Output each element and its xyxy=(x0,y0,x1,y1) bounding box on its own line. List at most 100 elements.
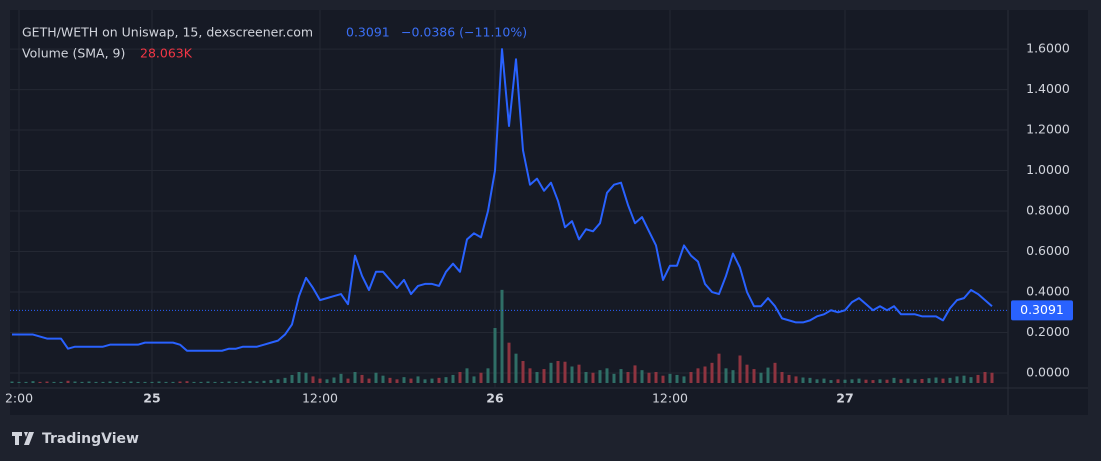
y-tick-label: 0.8000 xyxy=(1026,203,1070,218)
volume-bar xyxy=(465,368,469,383)
volume-bar xyxy=(633,365,637,383)
volume-bar xyxy=(122,381,126,383)
volume-bar xyxy=(318,378,322,383)
volume-bar xyxy=(976,374,980,383)
volume-bar xyxy=(780,372,784,383)
last-price: 0.3091 xyxy=(346,25,390,40)
volume-bar xyxy=(962,375,966,383)
volume-bar xyxy=(143,381,147,383)
volume-bar xyxy=(892,377,896,383)
x-tick-label: 27 xyxy=(836,391,853,406)
volume-bar xyxy=(325,379,329,383)
volume-bar xyxy=(283,377,287,383)
volume-bar xyxy=(304,372,308,383)
volume-bar xyxy=(556,361,560,383)
plot xyxy=(10,10,1008,388)
volume-bar xyxy=(941,378,945,383)
volume-bar xyxy=(45,381,49,383)
volume-bar xyxy=(605,368,609,383)
volume-bar xyxy=(115,381,119,383)
volume-bar xyxy=(724,368,728,383)
volume-bar xyxy=(577,364,581,383)
volume-bar xyxy=(990,372,994,383)
volume-bar xyxy=(416,376,420,383)
volume-bar xyxy=(689,372,693,383)
volume-bar xyxy=(822,378,826,383)
volume-bar xyxy=(234,381,238,383)
volume-bar xyxy=(850,379,854,383)
x-tick-label: 26 xyxy=(486,391,504,406)
volume-bar xyxy=(661,375,665,383)
y-tick-label: 1.6000 xyxy=(1026,41,1070,56)
volume-bar xyxy=(185,381,189,383)
volume-bar xyxy=(934,377,938,383)
volume-bar xyxy=(787,374,791,383)
y-tick-label: 0.0000 xyxy=(1026,365,1070,380)
volume-bar xyxy=(696,368,700,383)
volume-bar xyxy=(227,381,231,383)
volume-bar xyxy=(493,328,497,383)
volume-bar xyxy=(80,381,84,383)
volume-bar xyxy=(220,381,224,383)
volume-bar xyxy=(752,369,756,383)
chart-title: GETH/WETH on Uniswap, 15, dexscreener.co… xyxy=(22,25,313,40)
x-tick-label: 25 xyxy=(143,391,160,406)
volume-bar xyxy=(136,381,140,383)
volume-bar xyxy=(164,381,168,383)
volume-bar xyxy=(458,372,462,383)
volume-bar xyxy=(710,362,714,383)
volume-sma: 28.063K xyxy=(140,46,193,61)
volume-bar xyxy=(759,372,763,383)
volume-bar xyxy=(542,369,546,383)
volume-bar xyxy=(17,381,21,383)
volume-bar xyxy=(178,381,182,383)
volume-bar xyxy=(451,374,455,383)
volume-bar xyxy=(255,381,259,383)
volume-bar xyxy=(521,361,525,383)
volume-bar xyxy=(955,376,959,383)
legend: GETH/WETH on Uniswap, 15, dexscreener.co… xyxy=(22,25,527,61)
volume-bar xyxy=(290,374,294,383)
volume-bar xyxy=(87,381,91,383)
volume-bar xyxy=(535,372,539,383)
volume-bar xyxy=(500,289,504,383)
y-tick-label: 0.2000 xyxy=(1026,324,1070,339)
y-tick-label: 0.6000 xyxy=(1026,243,1070,258)
volume-bar xyxy=(374,372,378,383)
brand-logo: TradingView xyxy=(12,431,139,447)
volume-bar xyxy=(745,364,749,383)
volume-bar xyxy=(913,379,917,383)
volume-bar xyxy=(395,379,399,383)
volume-bar xyxy=(878,379,882,383)
volume-bar xyxy=(871,380,875,383)
y-tick-label: 0.4000 xyxy=(1026,284,1070,299)
x-tick-label: 12:00 xyxy=(652,391,688,406)
volume-bar xyxy=(192,381,196,383)
volume-bar xyxy=(31,381,35,383)
volume-bar xyxy=(59,381,63,383)
volume-bar xyxy=(563,361,567,383)
volume-bar xyxy=(24,381,28,383)
volume-bar xyxy=(738,355,742,383)
volume-bar xyxy=(101,381,105,383)
x-tick-label: 12:00 xyxy=(302,391,338,406)
volume-bar xyxy=(948,377,952,383)
volume-bar xyxy=(353,372,357,383)
volume-bar xyxy=(920,378,924,383)
volume-bar xyxy=(262,380,266,383)
volume-bar xyxy=(297,372,301,383)
brand-icon xyxy=(12,432,34,445)
volume-bar xyxy=(241,381,245,383)
volume-bar xyxy=(927,378,931,383)
volume-bar xyxy=(339,373,343,383)
volume-bar xyxy=(444,377,448,383)
volume-bar xyxy=(38,381,42,383)
volume-bar xyxy=(171,381,175,383)
volume-bar xyxy=(899,379,903,383)
volume-bar xyxy=(983,372,987,383)
volume-bar xyxy=(514,353,518,383)
volume-bar xyxy=(731,370,735,383)
price-change: −0.0386 (−11.10%) xyxy=(401,25,527,40)
volume-bar xyxy=(675,374,679,383)
